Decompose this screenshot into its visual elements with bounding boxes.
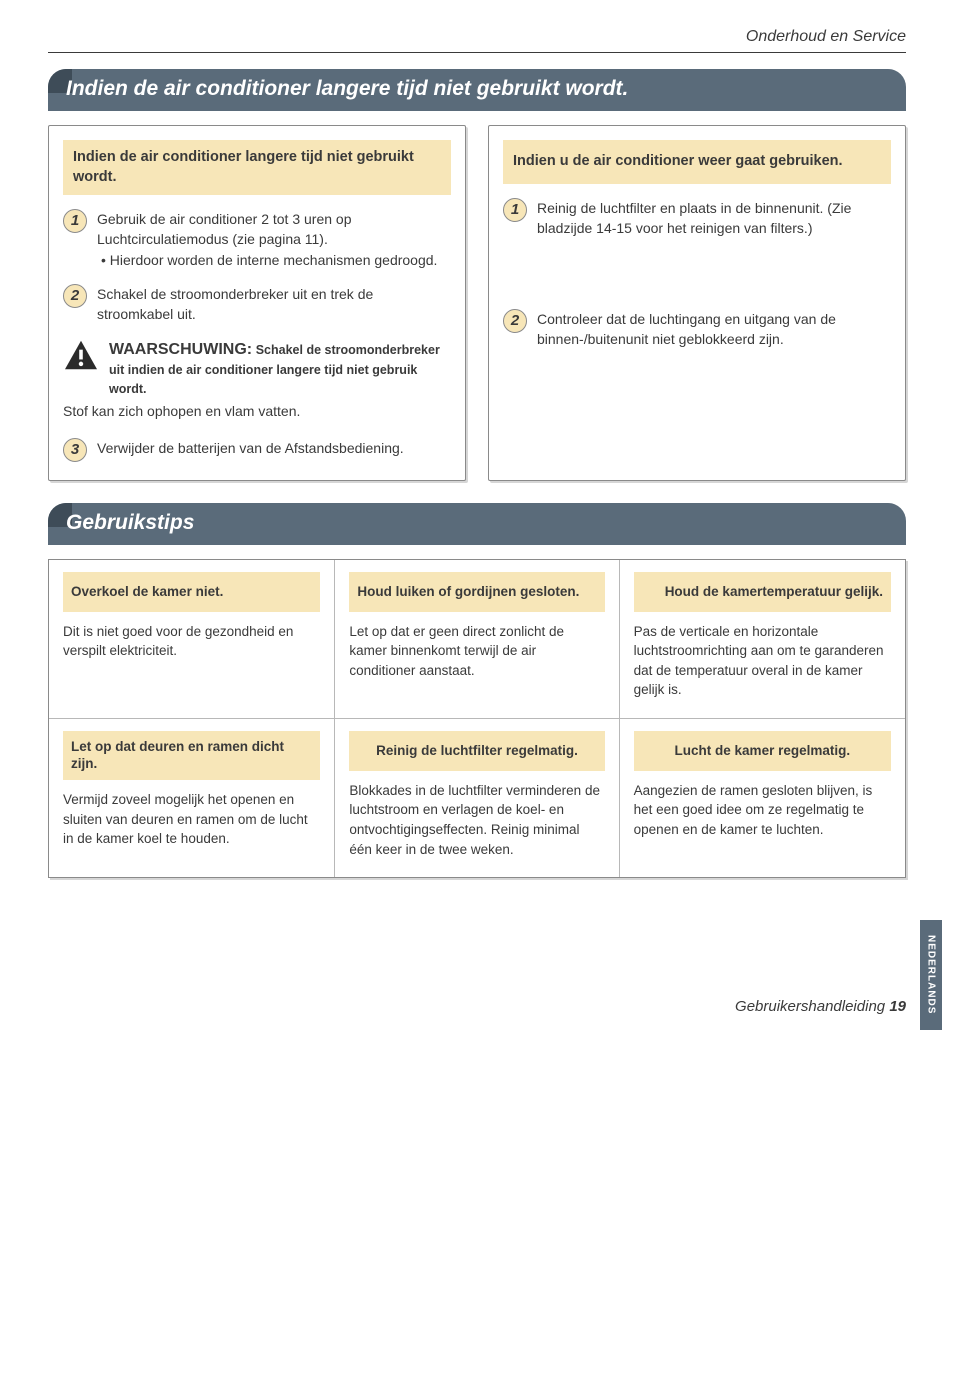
panelA-title: Indien de air conditioner langere tijd n… <box>63 140 451 195</box>
cell-r2c2: Reinig de luchtfilter regelmatig. Blokka… <box>334 719 619 877</box>
cell-r2c3-body: Aangezien de ramen gesloten blijven, is … <box>634 781 891 840</box>
panelA-step2-text: Schakel de stroomonderbreker uit en trek… <box>97 284 451 325</box>
section2-title: Gebruikstips <box>66 511 194 534</box>
cell-r2c1: Let op dat deuren en ramen dicht zijn. V… <box>49 719 334 877</box>
panelB-title: Indien u de air conditioner weer gaat ge… <box>503 140 891 184</box>
panelA-step3: 3 Verwijder de batterijen van de Afstand… <box>63 438 451 462</box>
panelB-step1-text: Reinig de luchtfilter en plaats in de bi… <box>537 198 891 239</box>
cell-r1c1: Overkoel de kamer niet. Dit is niet goed… <box>49 560 334 719</box>
step-badge-2: 2 <box>63 284 87 308</box>
tips-grid: Overkoel de kamer niet. Dit is niet goed… <box>48 559 906 879</box>
step-badge-3: 3 <box>63 438 87 462</box>
cell-r1c2-title: Houd luiken of gordijnen gesloten. <box>349 572 604 612</box>
two-panel-row: Indien de air conditioner langere tijd n… <box>48 125 906 481</box>
section2-header: Gebruikstips <box>48 503 906 545</box>
section1-header: Indien de air conditioner langere tijd n… <box>48 69 906 111</box>
warning-footer: Stof kan zich ophopen en vlam vatten. <box>63 402 451 422</box>
panelB-step2-text: Controleer dat de luchtingang en uitgang… <box>537 309 891 350</box>
cell-r1c1-body: Dit is niet goed voor de gezondheid en v… <box>63 622 320 661</box>
panelA-step1-bullet: • Hierdoor worden de interne mechanismen… <box>97 250 451 270</box>
cell-r1c1-title: Overkoel de kamer niet. <box>63 572 320 612</box>
step-badge-1: 1 <box>63 209 87 233</box>
cell-r2c1-body: Vermijd zoveel mogelijk het openen en sl… <box>63 790 320 849</box>
warning-block: WAARSCHUWING: Schakel de stroomonderbrek… <box>63 339 451 422</box>
cell-r2c3: Lucht de kamer regelmatig. Aangezien de … <box>620 719 905 877</box>
warning-title: WAARSCHUWING: <box>109 341 252 358</box>
panelA-step2: 2 Schakel de stroomonderbreker uit en tr… <box>63 284 451 325</box>
page-footer: Gebruikershandleiding 19 <box>48 998 906 1015</box>
cell-r2c2-body: Blokkades in de luchtfilter verminderen … <box>349 781 604 859</box>
cell-r1c3: Houd de kamertemperatuur gelijk. Pas de … <box>620 560 905 719</box>
panelA-step1-text: Gebruik de air conditioner 2 tot 3 uren … <box>97 209 451 250</box>
panel-not-used: Indien de air conditioner langere tijd n… <box>48 125 466 481</box>
panelA-step1: 1 Gebruik de air conditioner 2 tot 3 ure… <box>63 209 451 270</box>
section1-title: Indien de air conditioner langere tijd n… <box>66 77 628 100</box>
footer-text: Gebruikershandleiding <box>735 998 885 1015</box>
cell-r1c3-body: Pas de verticale en horizontale luchtstr… <box>634 622 891 700</box>
cell-r1c3-title: Houd de kamertemperatuur gelijk. <box>634 572 891 612</box>
cell-r1c2-body: Let op dat er geen direct zonlicht de ka… <box>349 622 604 681</box>
cell-r2c2-title: Reinig de luchtfilter regelmatig. <box>349 731 604 771</box>
top-divider <box>48 52 906 53</box>
panel-reuse: Indien u de air conditioner weer gaat ge… <box>488 125 906 481</box>
page-category: Onderhoud en Service <box>48 28 906 46</box>
panelB-step1: 1 Reinig de luchtfilter en plaats in de … <box>503 198 891 239</box>
footer-page: 19 <box>889 998 906 1015</box>
panelA-step3-text: Verwijder de batterijen van de Afstandsb… <box>97 438 451 462</box>
warning-triangle-icon <box>63 339 99 371</box>
step-badge-1b: 1 <box>503 198 527 222</box>
step-badge-2b: 2 <box>503 309 527 333</box>
cell-r2c1-title: Let op dat deuren en ramen dicht zijn. <box>63 731 320 780</box>
language-tab: NEDERLANDS <box>920 920 942 1030</box>
cell-r2c3-title: Lucht de kamer regelmatig. <box>634 731 891 771</box>
panelB-step2: 2 Controleer dat de luchtingang en uitga… <box>503 309 891 350</box>
cell-r1c2: Houd luiken of gordijnen gesloten. Let o… <box>334 560 619 719</box>
